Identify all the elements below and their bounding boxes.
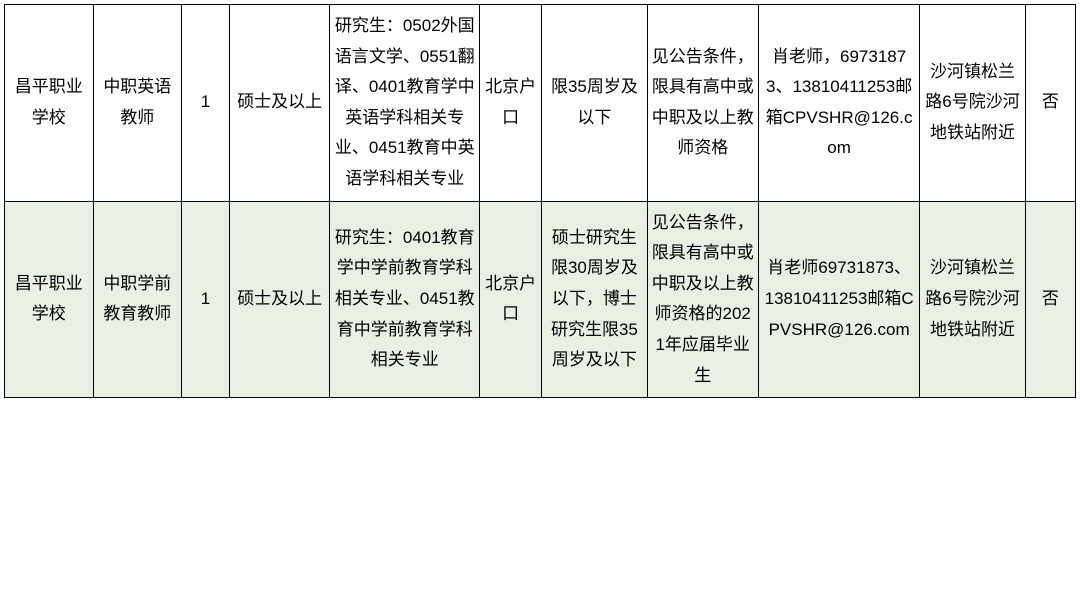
cell-count: 1 xyxy=(182,201,230,398)
cell-school: 昌平职业学校 xyxy=(5,201,94,398)
cell-school: 昌平职业学校 xyxy=(5,5,94,202)
cell-hukou: 北京户口 xyxy=(480,5,542,202)
cell-position: 中职学前教育教师 xyxy=(93,201,182,398)
cell-degree: 硕士及以上 xyxy=(229,201,330,398)
cell-address: 沙河镇松兰路6号院沙河地铁站附近 xyxy=(920,5,1025,202)
table-row: 昌平职业学校 中职英语教师 1 硕士及以上 研究生：0502外国语言文学、055… xyxy=(5,5,1076,202)
table-row: 昌平职业学校 中职学前教育教师 1 硕士及以上 研究生：0401教育学中学前教育… xyxy=(5,201,1076,398)
cell-contact: 肖老师69731873、13810411253邮箱CPVSHR@126.com xyxy=(758,201,920,398)
cell-hukou: 北京户口 xyxy=(480,201,542,398)
cell-address: 沙河镇松兰路6号院沙河地铁站附近 xyxy=(920,201,1025,398)
cell-major: 研究生：0502外国语言文学、0551翻译、0401教育学中英语学科相关专业、0… xyxy=(330,5,480,202)
cell-age: 硕士研究生限30周岁及以下，博士研究生限35周岁及以下 xyxy=(542,201,647,398)
cell-count: 1 xyxy=(182,5,230,202)
cell-position: 中职英语教师 xyxy=(93,5,182,202)
cell-age: 限35周岁及以下 xyxy=(542,5,647,202)
cell-requirements: 见公告条件，限具有高中或中职及以上教师资格 xyxy=(647,5,758,202)
recruitment-table: 昌平职业学校 中职英语教师 1 硕士及以上 研究生：0502外国语言文学、055… xyxy=(4,4,1076,398)
cell-flag: 否 xyxy=(1025,201,1075,398)
cell-requirements: 见公告条件，限具有高中或中职及以上教师资格的2021年应届毕业生 xyxy=(647,201,758,398)
cell-major: 研究生：0401教育学中学前教育学科相关专业、0451教育中学前教育学科相关专业 xyxy=(330,201,480,398)
cell-flag: 否 xyxy=(1025,5,1075,202)
cell-contact: 肖老师，69731873、13810411253邮箱CPVSHR@126.com xyxy=(758,5,920,202)
cell-degree: 硕士及以上 xyxy=(229,5,330,202)
